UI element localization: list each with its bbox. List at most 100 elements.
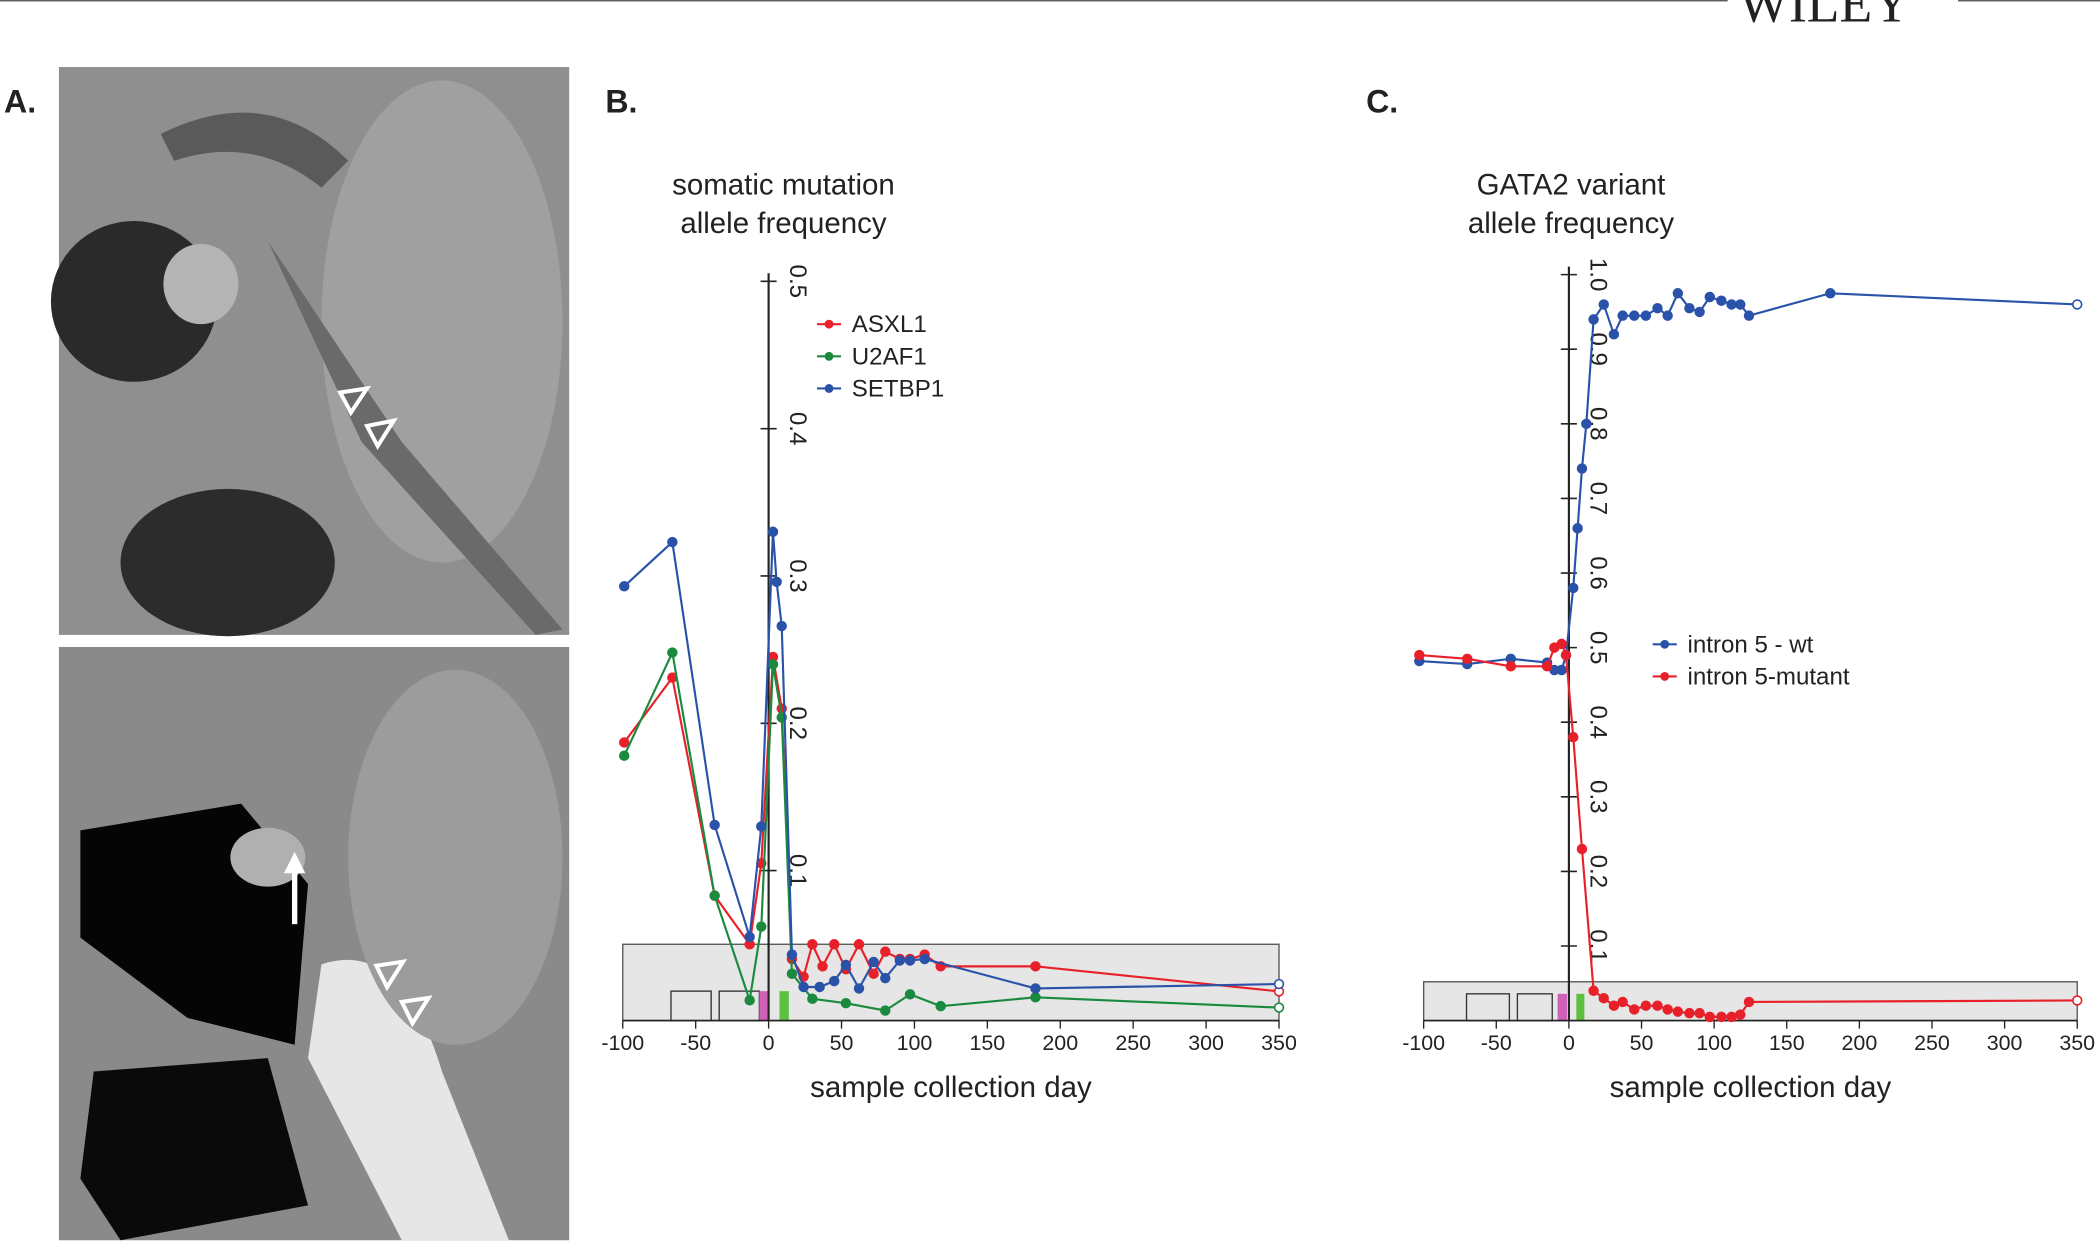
series-line	[1419, 642, 2078, 1018]
data-point	[756, 921, 767, 932]
data-point	[1672, 288, 1684, 299]
data-point	[868, 968, 879, 979]
data-point	[1694, 306, 1705, 318]
data-point	[1556, 638, 1567, 650]
data-point	[786, 949, 798, 960]
data-point	[880, 946, 891, 957]
data-point	[817, 961, 828, 972]
x-tick-label: 0	[1563, 1031, 1575, 1055]
data-point	[1629, 310, 1640, 321]
data-point	[1640, 310, 1652, 321]
data-point	[1726, 299, 1737, 310]
data-point	[1662, 1004, 1673, 1015]
data-point	[767, 526, 779, 537]
data-point	[767, 659, 779, 670]
y-tick-label: 0.4	[1584, 705, 1611, 738]
data-point	[2072, 299, 2083, 310]
data-point	[1576, 463, 1588, 474]
y-tick-label: 0.3	[1584, 780, 1611, 814]
data-point	[1576, 843, 1588, 855]
data-point	[667, 536, 678, 548]
data-point	[904, 955, 916, 966]
data-point	[1588, 985, 1599, 996]
data-point	[1568, 582, 1579, 594]
x-tick-label: 50	[1630, 1031, 1654, 1055]
panel-label: A.	[4, 84, 36, 120]
data-point	[1735, 1009, 1746, 1020]
data-point	[1672, 1006, 1684, 1017]
x-tick-label: 350	[2059, 1031, 2095, 1055]
y-tick-label: 0.5	[1584, 631, 1611, 664]
data-point	[619, 737, 630, 748]
data-point	[868, 956, 879, 968]
chart-title: somatic mutation	[672, 168, 895, 201]
y-tick-label: 0.2	[784, 707, 811, 741]
y-tick-label: 0.2	[1584, 855, 1611, 888]
data-point	[1030, 961, 1041, 972]
data-point	[1825, 288, 1836, 299]
data-point	[1556, 664, 1567, 676]
data-point	[1684, 302, 1695, 314]
series-line	[1419, 291, 2078, 672]
data-point	[1743, 310, 1755, 321]
legend-label: intron 5 - wt	[1688, 631, 1814, 658]
legend-label: SETBP1	[852, 376, 944, 403]
data-point	[744, 931, 755, 943]
x-tick-label: 300	[1188, 1031, 1224, 1055]
data-point	[1652, 1000, 1663, 1011]
data-point	[667, 647, 678, 658]
data-point	[935, 1000, 946, 1012]
data-point	[776, 620, 787, 632]
data-point	[840, 959, 852, 971]
chart-title: GATA2 variant	[1477, 168, 1666, 201]
data-point	[1726, 1011, 1737, 1023]
x-tick-label: 150	[969, 1031, 1005, 1055]
data-point	[1694, 1007, 1705, 1019]
x-tick-label: -50	[680, 1031, 711, 1055]
x-tick-label: 250	[1115, 1031, 1151, 1055]
data-point	[1716, 295, 1727, 306]
x-tick-label: 100	[1696, 1031, 1732, 1055]
data-point	[1414, 649, 1425, 661]
x-tick-label: -100	[1402, 1031, 1445, 1055]
data-point	[1735, 299, 1746, 310]
chart-title: allele frequency	[680, 207, 887, 240]
data-point	[1684, 1007, 1695, 1019]
data-point	[1704, 291, 1716, 303]
x-tick-label: 50	[830, 1031, 854, 1055]
data-point	[1704, 1011, 1716, 1023]
x-axis-label: sample collection day	[810, 1071, 1092, 1104]
data-point	[829, 939, 840, 950]
data-point	[1572, 523, 1583, 534]
data-point	[1617, 996, 1628, 1008]
data-point	[1273, 978, 1285, 990]
x-tick-label: 200	[1042, 1031, 1078, 1055]
mri-image	[58, 646, 570, 1241]
data-point	[709, 890, 720, 901]
chart-title: allele frequency	[1468, 207, 1675, 240]
data-point	[840, 997, 852, 1009]
data-point	[1030, 992, 1041, 1003]
data-point	[1598, 993, 1609, 1004]
panel-label: B.	[605, 84, 637, 120]
data-point	[1541, 661, 1553, 672]
data-point	[880, 972, 891, 984]
legend-marker	[824, 319, 834, 329]
legend-label: U2AF1	[852, 343, 927, 370]
y-tick-label: 0.7	[1584, 482, 1611, 515]
x-tick-label: -100	[601, 1031, 644, 1055]
data-point	[2072, 995, 2083, 1006]
data-point	[1030, 983, 1041, 994]
data-point	[1716, 1011, 1727, 1023]
x-tick-label: 300	[1987, 1031, 2023, 1055]
data-point	[919, 953, 930, 965]
legend-marker	[824, 384, 834, 393]
data-point	[1608, 329, 1620, 340]
y-tick-label: 0.6	[1584, 556, 1611, 590]
data-point	[1640, 1000, 1652, 1011]
data-point	[853, 939, 865, 950]
data-point	[829, 975, 840, 987]
data-point	[814, 981, 825, 993]
data-point	[1743, 996, 1755, 1008]
